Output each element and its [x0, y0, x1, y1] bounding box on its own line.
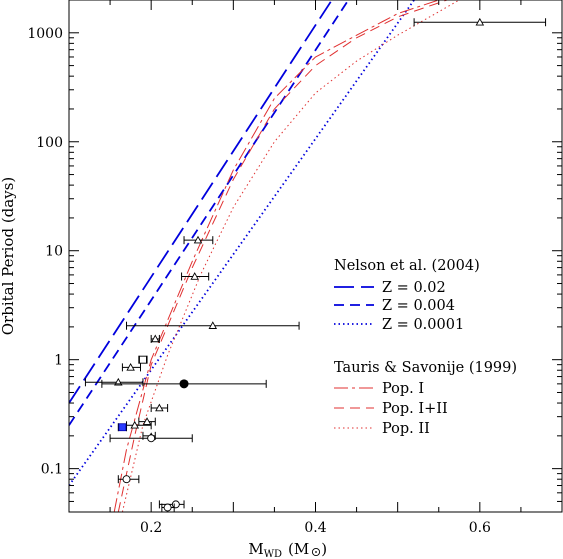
x-tick-label: 0.6 — [469, 520, 491, 536]
x-axis-title-main: M — [248, 540, 263, 558]
svg-text:(M): (M) — [288, 540, 327, 558]
legend-title-0: Nelson et al. (2004) — [334, 258, 480, 274]
sun-symbol-icon — [311, 547, 321, 557]
curve-2 — [69, 0, 415, 487]
curve-5 — [121, 0, 460, 512]
x-axis-title: MWD (M) — [248, 540, 327, 559]
legend-entry-label: Pop. I+II — [382, 401, 448, 417]
data-point-9 — [150, 403, 169, 413]
y-tick-label: 100 — [36, 135, 63, 151]
axis-ticks — [68, 0, 563, 513]
x-axis-unit-suffix: ) — [321, 540, 327, 558]
data-point-17 — [161, 503, 175, 512]
x-axis-unit-prefix: (M — [288, 540, 309, 558]
curve-0 — [69, 0, 333, 404]
data-point-6 — [121, 362, 141, 372]
model-curves — [69, 0, 460, 512]
tick-labels: 0.2 0.4 0.6 0.1 1 10 100 1000 — [27, 26, 491, 536]
legend-entry-label: Pop. I — [382, 381, 424, 397]
data-point-1 — [183, 235, 214, 245]
x-tick-label: 0.4 — [304, 520, 326, 536]
curve-4 — [117, 0, 448, 512]
data-point-5 — [138, 355, 148, 364]
data-point-4 — [150, 334, 160, 343]
legend-entry-label: Pop. II — [382, 421, 430, 437]
data-points — [84, 17, 547, 512]
data-point-14 — [109, 434, 193, 443]
x-tick-label: 0.2 — [140, 520, 162, 536]
data-point-10 — [138, 417, 156, 426]
data-point-8 — [101, 379, 267, 389]
data-point-7 — [84, 377, 144, 387]
y-tick-label: 10 — [45, 244, 63, 260]
data-point-3 — [126, 321, 300, 330]
data-point-12 — [117, 423, 128, 432]
x-axis-title-subscript: WD — [264, 549, 282, 559]
legend-entry-label: Z = 0.004 — [382, 298, 455, 314]
y-axis-title: Orbital Period (days) — [0, 177, 17, 336]
y-tick-label: 1000 — [27, 26, 63, 42]
curve-1 — [69, 0, 350, 426]
curve-3 — [113, 0, 439, 512]
legend-title-1: Tauris & Savonije (1999) — [334, 360, 517, 376]
data-point-0 — [413, 17, 547, 27]
data-point-15 — [117, 475, 140, 484]
y-tick-label: 1 — [54, 353, 63, 369]
data-point-2 — [181, 272, 210, 281]
legend-entry-label: Z = 0.02 — [382, 280, 446, 296]
y-tick-label: 0.1 — [41, 462, 63, 478]
svg-text:MWD: MWD — [248, 540, 282, 559]
legend: Nelson et al. (2004) Z = 0.02 Z = 0.004 Z =… — [334, 258, 517, 437]
legend-entry-label: Z = 0.0001 — [382, 317, 464, 333]
